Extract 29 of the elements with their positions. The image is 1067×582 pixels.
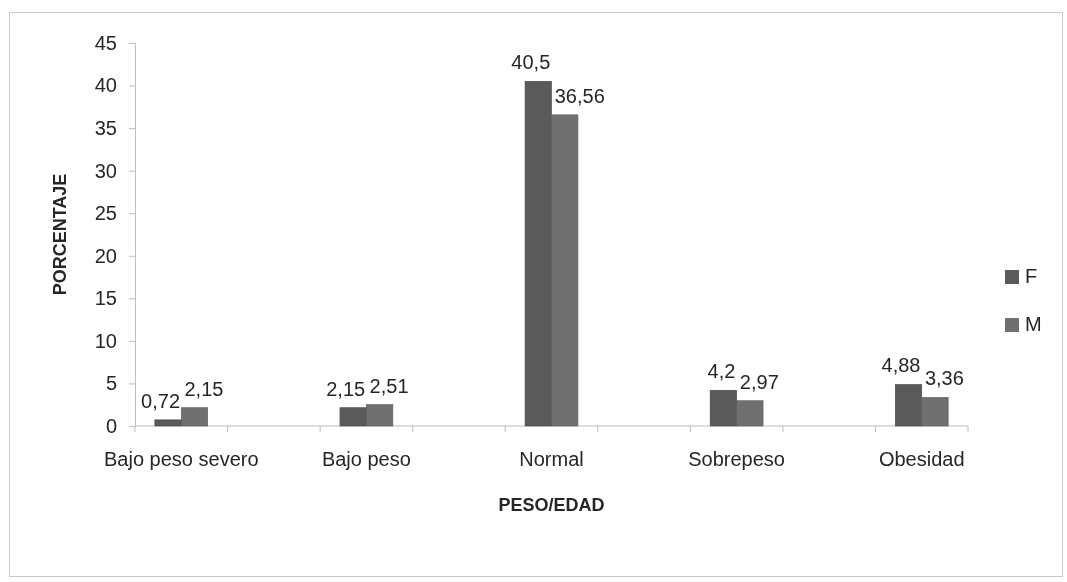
- data-label: 0,72: [141, 389, 181, 412]
- data-label: 3,36: [924, 367, 964, 390]
- x-tick-label: Sobrepeso: [688, 448, 785, 470]
- y-tick-label: 40: [94, 74, 117, 97]
- x-tick-label: Bajo peso severo: [104, 448, 259, 470]
- x-tick-label: Bajo peso: [321, 448, 411, 470]
- data-label: 2,97: [739, 370, 779, 393]
- y-tick-label: 0: [105, 414, 117, 437]
- data-label: 2,51: [369, 374, 409, 397]
- x-tick-label: Normal: [519, 448, 584, 470]
- y-tick-label: 15: [94, 287, 117, 310]
- data-label: 4,2: [707, 360, 736, 383]
- data-label: 4,88: [881, 354, 921, 377]
- legend-label: M: [1025, 313, 1042, 335]
- x-tick-label: Obesidad: [878, 448, 965, 470]
- y-tick-label: 5: [105, 372, 117, 395]
- y-tick-label: 35: [94, 117, 117, 140]
- data-label: 36,56: [554, 84, 605, 107]
- x-axis-title: PESO/EDAD: [498, 495, 605, 515]
- data-label: 2,15: [184, 377, 224, 400]
- data-label: 40,5: [511, 51, 551, 74]
- data-label: 2,15: [326, 377, 366, 400]
- y-tick-label: 20: [94, 244, 117, 267]
- y-tick-label: 25: [94, 202, 117, 225]
- y-axis-title: PORCENTAJE: [50, 173, 70, 296]
- y-tick-label: 45: [94, 31, 117, 54]
- legend-label: F: [1025, 265, 1038, 287]
- y-tick-label: 10: [94, 329, 117, 352]
- y-tick-label: 30: [94, 159, 117, 182]
